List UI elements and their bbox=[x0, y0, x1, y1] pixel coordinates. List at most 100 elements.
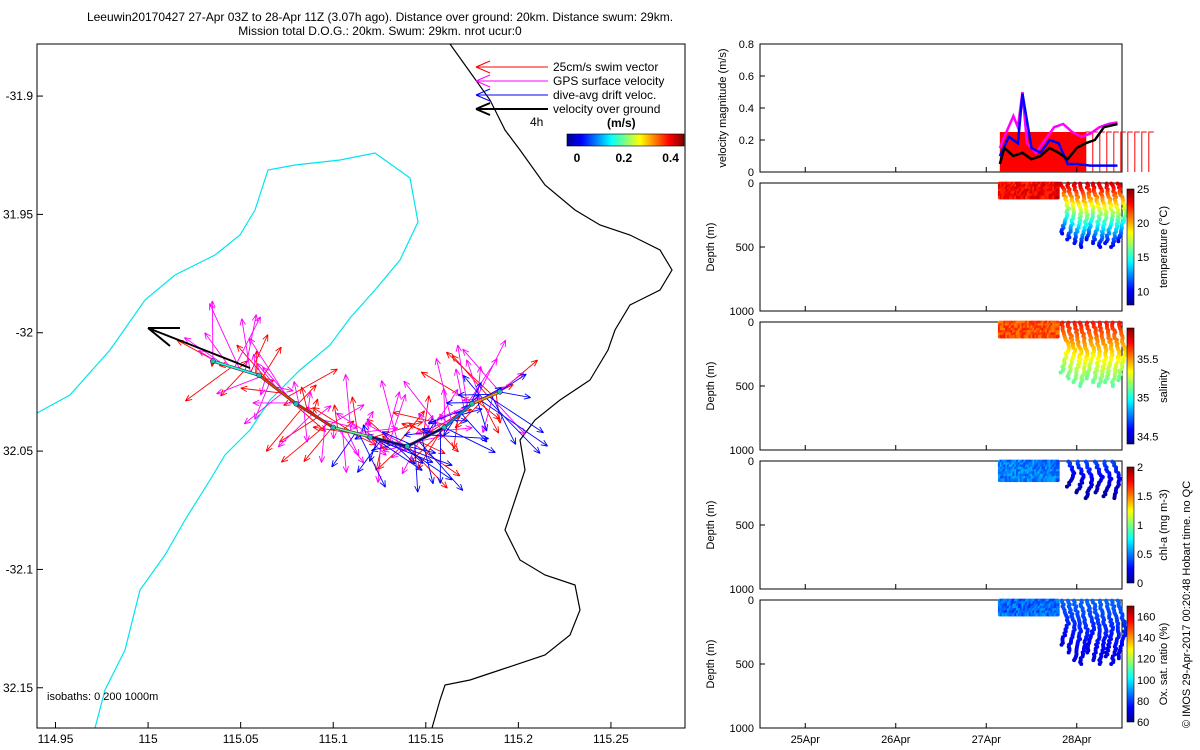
track-segment bbox=[212, 360, 260, 377]
y-tick-label: 1000 bbox=[730, 723, 754, 735]
colorbar-tick-label: 60 bbox=[1137, 717, 1149, 729]
track-segment bbox=[295, 403, 334, 429]
x-tick-label: 25Apr bbox=[791, 734, 821, 746]
velocity-arrow bbox=[488, 396, 544, 434]
colorbar-tick-label: 140 bbox=[1137, 633, 1155, 645]
velocity-arrow bbox=[389, 394, 407, 442]
data-dot bbox=[1084, 237, 1089, 242]
y-tick-label: 500 bbox=[736, 381, 754, 393]
legend-swatch bbox=[475, 88, 548, 102]
y-axis-label: Depth (m) bbox=[705, 640, 717, 689]
map-y-tick-label: -32.1 bbox=[6, 562, 34, 576]
velocity-arrow bbox=[280, 423, 328, 463]
panel-frame bbox=[759, 599, 1123, 729]
map-y-tick-label: -32 bbox=[16, 326, 34, 340]
y-tick-label: 0 bbox=[748, 167, 754, 179]
data-dot bbox=[1116, 656, 1121, 661]
map-x-tick-label: 115 bbox=[139, 732, 158, 746]
glider-track bbox=[210, 358, 503, 450]
velocity-arrow bbox=[444, 427, 496, 454]
velocity-arrow bbox=[473, 339, 507, 404]
map-velocity-arrows bbox=[176, 300, 548, 493]
data-dot bbox=[1055, 478, 1060, 483]
y-tick-label: 0 bbox=[748, 595, 754, 607]
y-tick-label: 1000 bbox=[730, 445, 754, 457]
velocity-arrow bbox=[248, 337, 287, 397]
velocity-arrow bbox=[316, 405, 332, 418]
x-tick-label: 27Apr bbox=[972, 734, 1002, 746]
velocity-arrow bbox=[380, 380, 399, 445]
colorbar-tick-label: 0.5 bbox=[1137, 549, 1152, 561]
colorbar-tick-label: 0 bbox=[574, 151, 581, 165]
velocity-arrow bbox=[489, 395, 526, 435]
y-tick-label: 1000 bbox=[730, 584, 754, 596]
velocity-arrow bbox=[414, 442, 421, 493]
velocity-arrow bbox=[427, 388, 459, 436]
data-dot bbox=[1083, 496, 1088, 501]
legend-label: velocity over ground bbox=[553, 102, 660, 116]
y-axis-label: Depth (m) bbox=[705, 501, 717, 550]
velocity-arrow bbox=[318, 422, 326, 463]
legend-swatch bbox=[475, 74, 548, 88]
credit-line: © IMOS 29-Apr-2017 00:20:48 Hobart time.… bbox=[1181, 481, 1193, 728]
velocity-arrow bbox=[259, 379, 266, 396]
colorbar bbox=[1126, 466, 1135, 584]
velocity-arrow bbox=[462, 374, 484, 400]
map-x-tick-label: 114.95 bbox=[38, 732, 74, 746]
colorbar-tick-label: 1 bbox=[1137, 520, 1143, 532]
data-dot bbox=[1116, 378, 1121, 383]
y-tick-label: 0 bbox=[748, 456, 754, 468]
data-dot bbox=[1072, 658, 1077, 663]
colorbar-label: temperature (°C) bbox=[1158, 206, 1170, 288]
velocity-arrow bbox=[292, 381, 300, 406]
map-x-tick-label: 115.25 bbox=[593, 732, 629, 746]
velocity-arrow bbox=[496, 373, 527, 394]
data-dot bbox=[1098, 245, 1103, 249]
map-y-tick-label: 31.95 bbox=[3, 207, 33, 221]
y-axis-label: Depth (m) bbox=[705, 223, 717, 272]
velocity-arrow bbox=[460, 412, 488, 443]
velocity-arrow bbox=[437, 429, 444, 484]
map-y-tick-label: 32.15 bbox=[3, 681, 33, 695]
y-axis-label: Depth (m) bbox=[705, 362, 717, 411]
track-point bbox=[293, 401, 299, 407]
time-series-panels: 0 0.2 0.4 0.6 0.8 velocity magnitude (m/s) 0 50… bbox=[705, 39, 1170, 746]
track-segment bbox=[258, 374, 297, 405]
velocity-arrow bbox=[454, 368, 465, 411]
swim-vector-mark bbox=[1148, 131, 1154, 172]
velocity-arrow bbox=[331, 432, 356, 468]
velocity-arrow bbox=[341, 429, 349, 473]
velocity-arrow bbox=[454, 398, 486, 429]
data-dot bbox=[1064, 484, 1069, 489]
map-y-tick-label: -31.9 bbox=[6, 89, 34, 103]
isobath-line bbox=[37, 152, 419, 728]
swim-vector-mark bbox=[1127, 131, 1133, 172]
data-dot bbox=[1055, 612, 1060, 617]
velocity-arrow bbox=[346, 430, 360, 457]
map-x-tick-label: 115.15 bbox=[408, 732, 444, 746]
y-tick-label: 0.8 bbox=[739, 39, 754, 51]
colorbar-tick-label: 0.2 bbox=[615, 151, 632, 165]
map-y-axis: -31.9 31.95 -32 32.05 -32.1 32.15 bbox=[3, 89, 43, 695]
data-dot bbox=[1103, 654, 1108, 659]
colorbar-tick-label: 34.5 bbox=[1137, 431, 1158, 443]
velocity-arrow bbox=[420, 371, 474, 404]
velocity-arrow bbox=[306, 391, 313, 412]
colorbar bbox=[1126, 605, 1135, 723]
map-x-axis: 114.95 115 115.05 115.1 115.15 115.2 115.25 bbox=[38, 722, 629, 746]
velocity-arrow bbox=[356, 439, 382, 473]
y-tick-label: 0 bbox=[748, 317, 754, 329]
data-dot bbox=[1065, 237, 1070, 242]
speed-colorbar bbox=[566, 133, 685, 147]
time-scale-label: 4h bbox=[530, 115, 543, 129]
data-dot bbox=[1097, 662, 1102, 666]
panel-chlorophyll: 0 500 1000 Depth (m) 0 0.5 1 1.5 2 chl-a (mg m-3) bbox=[705, 456, 1170, 596]
data-dot bbox=[1101, 494, 1106, 499]
data-dot bbox=[1074, 490, 1079, 495]
track-segment bbox=[406, 426, 445, 448]
data-dot bbox=[1055, 195, 1060, 200]
velocity-over-ground-arrow bbox=[147, 327, 251, 369]
colorbar-tick-label: 0 bbox=[1137, 578, 1143, 590]
legend-label: 25cm/s swim vector bbox=[553, 60, 658, 74]
